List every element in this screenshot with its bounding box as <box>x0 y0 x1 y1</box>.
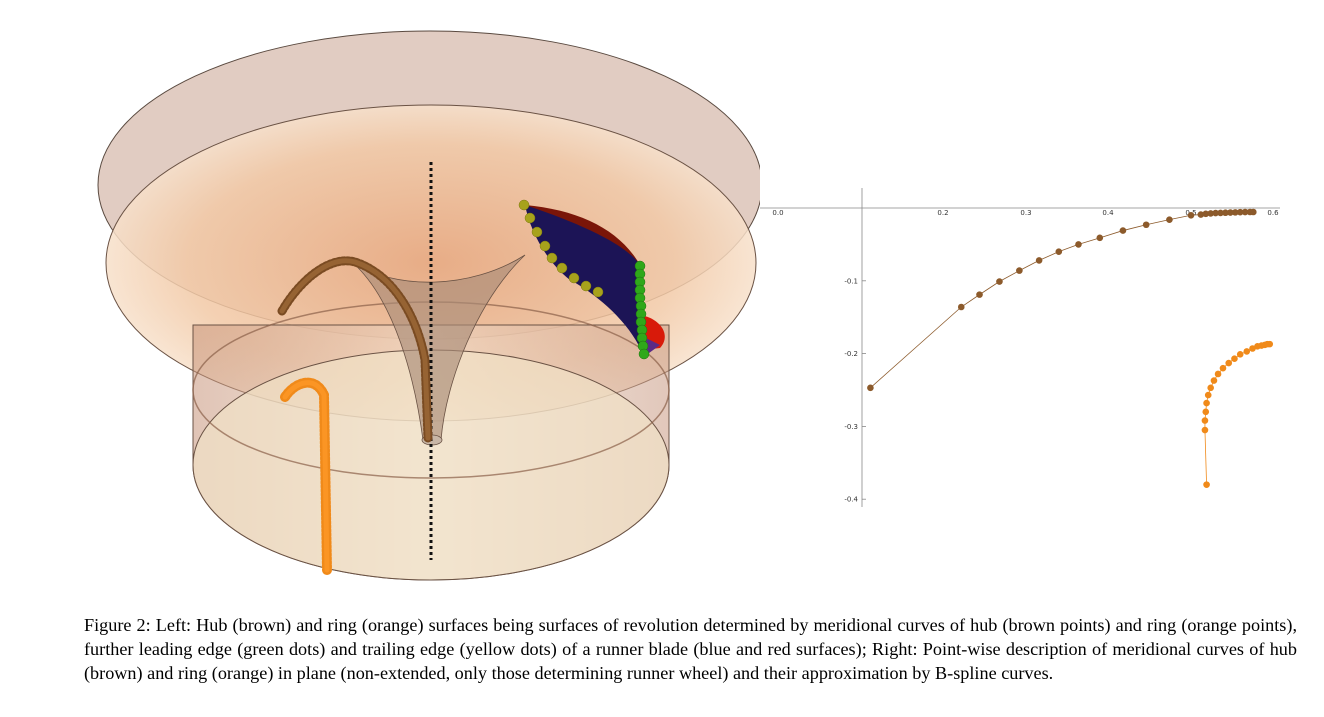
data-point <box>867 384 874 392</box>
data-point <box>1243 348 1251 355</box>
data-point <box>1227 209 1234 216</box>
data-point <box>1202 210 1210 218</box>
data-point <box>1016 267 1023 274</box>
data-point <box>1166 216 1173 223</box>
y-tick-label: -0.3 <box>844 423 858 431</box>
x-tick-label: 0.3 <box>1020 209 1031 217</box>
data-point <box>1249 345 1256 352</box>
data-point <box>1231 209 1239 216</box>
data-point <box>1231 355 1238 362</box>
data-point <box>1204 391 1212 399</box>
data-point <box>1236 208 1244 216</box>
data-point <box>1225 359 1233 367</box>
trailing-edge-dots <box>518 199 604 298</box>
data-point <box>996 278 1003 285</box>
data-point <box>1266 340 1274 348</box>
data-point <box>1207 210 1214 217</box>
data-point <box>1214 370 1222 378</box>
data-point <box>1203 481 1210 488</box>
runner-blade-blue <box>525 205 643 355</box>
meridional-curves-chart: 0.00.20.30.40.50.6 -0.1-0.2-0.3-0.4 <box>760 188 1280 507</box>
x-tick-label: 0.2 <box>937 209 948 217</box>
runner-3d-figure <box>97 30 760 581</box>
data-point <box>1202 408 1210 416</box>
data-point <box>1055 248 1063 255</box>
y-tick-label: -0.1 <box>844 277 858 285</box>
data-point <box>976 291 983 298</box>
data-point <box>1096 234 1104 242</box>
data-point <box>1212 209 1219 217</box>
y-tick-label: -0.4 <box>844 496 858 504</box>
runner-blade-red <box>525 205 645 330</box>
data-point <box>957 303 965 311</box>
data-point <box>1187 211 1195 219</box>
series-line <box>1204 343 1270 485</box>
data-point <box>1219 364 1227 372</box>
data-point <box>1203 399 1210 407</box>
data-point <box>1236 351 1244 358</box>
data-point <box>1142 221 1150 229</box>
y-tick-label: -0.2 <box>844 350 858 358</box>
data-point <box>1201 426 1209 434</box>
figure-caption: Figure 2: Left: Hub (brown) and ring (or… <box>84 615 1297 683</box>
data-point <box>1222 209 1229 217</box>
data-point <box>1035 257 1043 264</box>
x-tick-label: 0.0 <box>772 209 783 217</box>
data-point <box>1250 208 1257 216</box>
series-line <box>870 211 1254 389</box>
data-point <box>1241 208 1249 216</box>
hub-funnel <box>351 254 526 441</box>
x-tick-label: 0.6 <box>1267 209 1279 217</box>
data-point <box>1217 209 1224 217</box>
x-tick-label: 0.4 <box>1102 209 1114 217</box>
data-point <box>1075 241 1082 248</box>
data-point <box>1197 211 1205 218</box>
data-point <box>1201 417 1209 424</box>
data-point <box>1119 227 1127 234</box>
leading-edge-dots <box>634 260 650 360</box>
data-point <box>1207 384 1214 392</box>
data-point <box>1210 377 1218 384</box>
